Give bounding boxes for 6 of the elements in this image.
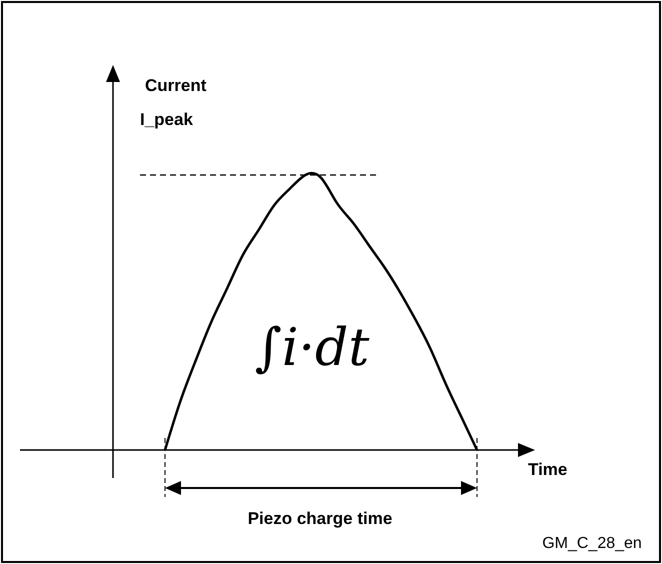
text: Piezo charge time xyxy=(248,509,392,528)
y-axis-title: Current xyxy=(145,76,207,95)
x-axis-title: Time xyxy=(528,460,568,479)
text: GM_C_28_en xyxy=(542,535,642,552)
ref-line-label: I_peak xyxy=(140,110,194,129)
annotation: ∫i·dt xyxy=(254,318,370,378)
